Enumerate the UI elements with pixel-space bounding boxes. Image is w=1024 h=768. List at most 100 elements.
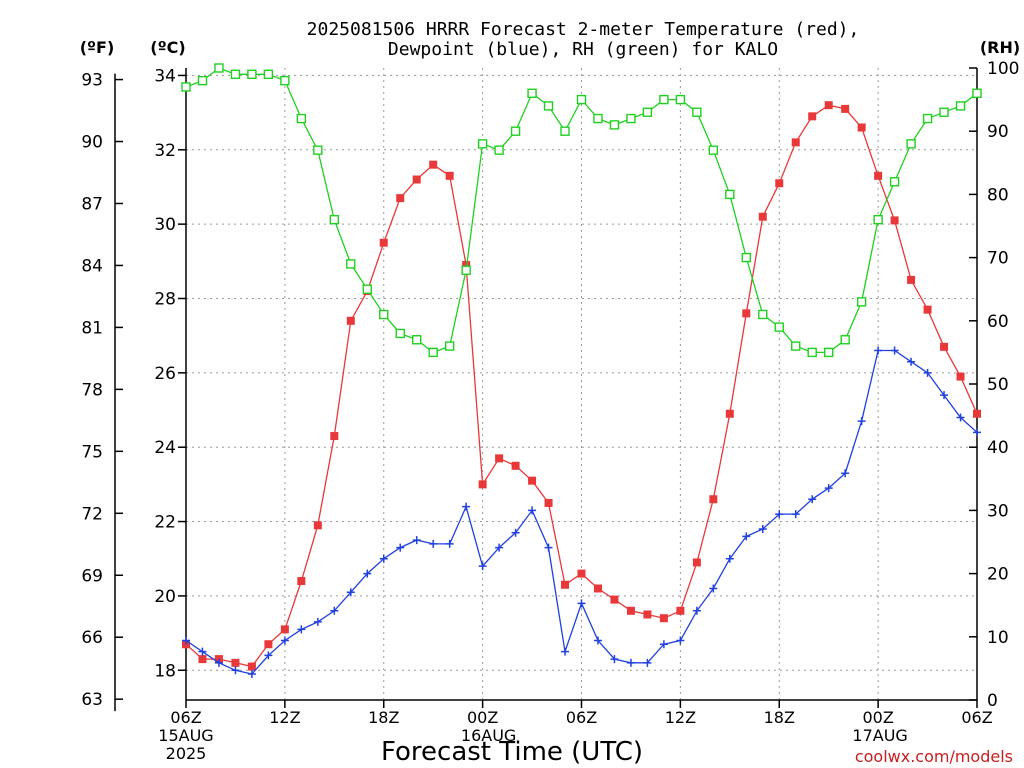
dewpoint-point <box>841 469 850 478</box>
dewpoint-point <box>956 413 965 422</box>
rh-point <box>296 113 307 124</box>
rh-tick-label: 50 <box>987 375 1009 395</box>
rh-point <box>395 328 405 339</box>
rh-point <box>725 189 735 200</box>
fahrenheit-tick-label: 87 <box>81 194 103 214</box>
temperature-point <box>280 625 289 634</box>
dewpoint-point <box>808 495 817 504</box>
temperature-point <box>841 104 850 113</box>
temperature-point <box>445 171 454 180</box>
temperature-point <box>247 662 256 671</box>
dewpoint-point <box>973 428 981 437</box>
dewpoint-point <box>676 636 685 645</box>
dewpoint-point <box>659 640 668 649</box>
temperature-point <box>478 480 487 489</box>
temperature-point <box>758 212 767 221</box>
fahrenheit-tick-label: 81 <box>81 318 103 338</box>
x-tick-label: 06Z <box>170 708 201 727</box>
rh-point <box>609 120 620 130</box>
temperature-point <box>742 309 751 318</box>
dewpoint-point <box>544 543 553 552</box>
temperature-point <box>528 476 537 485</box>
dewpoint-point <box>462 502 471 511</box>
dewpoint-point <box>495 543 504 552</box>
series-layer <box>181 63 982 678</box>
dewpoint-point <box>857 417 866 426</box>
dewpoint-point <box>396 543 405 552</box>
rh-point <box>543 101 554 111</box>
axes: 18 20 22 24 26 28 30 32 34 63 66 69 72 75 78 81 84 87 90 93… <box>81 59 1019 763</box>
temperature-point <box>775 179 784 188</box>
rh-point <box>659 94 669 105</box>
rh-point <box>494 145 504 155</box>
rh-point <box>972 88 982 98</box>
temperature-point <box>626 606 635 615</box>
dewpoint-point <box>874 346 883 355</box>
dewpoint-point <box>445 539 454 548</box>
rh-point <box>807 347 817 358</box>
temperature-point <box>610 595 619 604</box>
x-tick-label: 00Z <box>467 708 498 727</box>
rh-point <box>955 101 966 111</box>
x-tick-label: 18Z <box>368 708 399 727</box>
dewpoint-point <box>742 532 751 541</box>
dewpoint-point <box>264 651 273 660</box>
temperature-point <box>692 558 701 567</box>
temperature-point <box>923 305 932 314</box>
celsius-unit-label: (ºC) <box>150 38 185 57</box>
rh-tick-label: 100 <box>987 59 1019 79</box>
dewpoint-point <box>923 368 932 377</box>
rh-point <box>741 252 751 263</box>
rh-point <box>626 113 636 124</box>
dewpoint-point <box>940 391 949 400</box>
temperature-point <box>561 580 570 589</box>
rh-tick-label: 40 <box>987 438 1009 458</box>
x-tick-label: 12Z <box>269 708 300 727</box>
fahrenheit-unit-label: (ºF) <box>80 38 115 57</box>
dewpoint-point <box>214 658 223 667</box>
fahrenheit-tick-label: 66 <box>81 628 103 648</box>
temperature-point <box>907 275 916 284</box>
dewpoint-point <box>725 554 734 563</box>
temperature-point <box>379 238 388 247</box>
rh-point <box>593 113 603 124</box>
dewpoint-point <box>758 524 767 533</box>
rh-point <box>692 107 702 117</box>
dewpoint-point <box>561 647 570 656</box>
x-tick-label: 06Z <box>566 708 597 727</box>
temperature-point <box>396 194 405 203</box>
rh-point <box>280 75 290 86</box>
dewpoint-point <box>346 588 355 597</box>
dewpoint-point <box>478 562 487 571</box>
rh-tick-label: 60 <box>987 312 1009 332</box>
dewpoint-point <box>247 669 256 678</box>
rh-tick-label: 10 <box>987 628 1009 648</box>
rh-point <box>230 69 241 80</box>
rh-point <box>708 145 719 155</box>
temperature-point <box>956 372 965 381</box>
rh-point <box>922 113 933 124</box>
dewpoint-point <box>363 569 372 578</box>
temperature-point <box>874 171 883 180</box>
date-label: 16AUG <box>461 726 516 745</box>
rh-tick-label: 90 <box>987 122 1009 142</box>
x-tick-label: 06Z <box>961 708 992 727</box>
rh-point <box>263 69 274 80</box>
temperature-point <box>676 606 685 615</box>
rh-point <box>939 107 949 117</box>
temperature-point <box>659 614 668 623</box>
dewpoint-point <box>429 539 438 548</box>
dewpoint-point <box>610 655 619 664</box>
temperature-point <box>511 461 520 470</box>
dewpoint-point <box>626 658 635 667</box>
rh-point <box>560 126 570 136</box>
temperature-point <box>313 521 322 530</box>
fahrenheit-tick-label: 90 <box>81 133 103 153</box>
rh-point <box>428 347 438 358</box>
celsius-tick-label: 32 <box>154 141 176 161</box>
temperature-point <box>429 160 438 169</box>
temperature-point <box>593 584 602 593</box>
rh-point <box>461 265 471 275</box>
celsius-tick-label: 22 <box>154 513 176 533</box>
